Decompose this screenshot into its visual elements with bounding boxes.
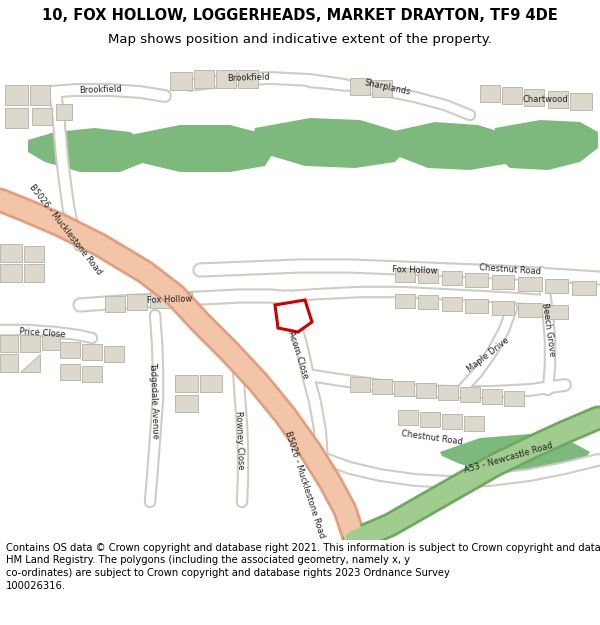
- Text: Maple Drive: Maple Drive: [465, 336, 511, 374]
- Polygon shape: [0, 354, 18, 372]
- Polygon shape: [524, 89, 544, 106]
- Polygon shape: [502, 87, 522, 104]
- Polygon shape: [105, 296, 125, 312]
- Polygon shape: [170, 72, 192, 90]
- Polygon shape: [252, 118, 408, 168]
- Polygon shape: [440, 434, 590, 474]
- Polygon shape: [465, 273, 488, 287]
- Text: Brookfield: Brookfield: [226, 72, 269, 83]
- Polygon shape: [416, 383, 436, 398]
- Polygon shape: [175, 395, 198, 412]
- Polygon shape: [275, 300, 312, 332]
- Polygon shape: [418, 269, 438, 283]
- Polygon shape: [175, 375, 198, 392]
- Polygon shape: [570, 93, 592, 110]
- Polygon shape: [30, 85, 50, 105]
- Text: A53 - Newcastle Road: A53 - Newcastle Road: [463, 441, 553, 475]
- Polygon shape: [442, 414, 462, 429]
- Polygon shape: [0, 244, 22, 262]
- Polygon shape: [395, 294, 415, 308]
- Polygon shape: [480, 85, 500, 102]
- Polygon shape: [518, 303, 542, 317]
- Polygon shape: [104, 346, 124, 362]
- Text: Contains OS data © Crown copyright and database right 2021. This information is : Contains OS data © Crown copyright and d…: [6, 542, 600, 591]
- Polygon shape: [128, 125, 275, 172]
- Text: Chestnut Road: Chestnut Road: [401, 429, 463, 447]
- Text: Acorn Close: Acorn Close: [286, 330, 310, 380]
- Text: Sharplands: Sharplands: [364, 79, 412, 98]
- Polygon shape: [545, 279, 568, 293]
- Polygon shape: [394, 381, 414, 396]
- Text: B5026 - Mucklestone Road: B5026 - Mucklestone Road: [27, 183, 103, 277]
- Polygon shape: [0, 335, 18, 352]
- Text: Beech Grove: Beech Grove: [540, 302, 556, 358]
- Polygon shape: [398, 410, 418, 425]
- Polygon shape: [20, 335, 40, 352]
- Polygon shape: [442, 271, 462, 285]
- Polygon shape: [5, 108, 28, 128]
- Polygon shape: [372, 379, 392, 394]
- Polygon shape: [42, 334, 60, 350]
- Polygon shape: [0, 264, 22, 282]
- Polygon shape: [350, 78, 370, 95]
- Polygon shape: [172, 292, 192, 308]
- Polygon shape: [492, 120, 598, 170]
- Polygon shape: [545, 305, 568, 319]
- Text: Fox Hollow: Fox Hollow: [147, 295, 193, 305]
- Polygon shape: [518, 277, 542, 291]
- Polygon shape: [460, 387, 480, 402]
- Polygon shape: [504, 391, 524, 406]
- Polygon shape: [482, 389, 502, 404]
- Polygon shape: [28, 128, 148, 172]
- Text: Tadgedale Avenue: Tadgedale Avenue: [148, 361, 160, 439]
- Polygon shape: [238, 70, 258, 88]
- Polygon shape: [82, 344, 102, 360]
- Polygon shape: [20, 354, 40, 372]
- Polygon shape: [216, 70, 236, 88]
- Polygon shape: [32, 108, 52, 125]
- Polygon shape: [572, 281, 596, 295]
- Text: Fox Hollow: Fox Hollow: [392, 265, 438, 275]
- Polygon shape: [464, 416, 484, 431]
- Polygon shape: [150, 292, 170, 308]
- Polygon shape: [385, 122, 515, 170]
- Text: Chestnut Road: Chestnut Road: [479, 263, 541, 277]
- Text: Price Close: Price Close: [19, 327, 65, 339]
- Text: 10, FOX HOLLOW, LOGGERHEADS, MARKET DRAYTON, TF9 4DE: 10, FOX HOLLOW, LOGGERHEADS, MARKET DRAY…: [42, 8, 558, 22]
- Polygon shape: [418, 295, 438, 309]
- Polygon shape: [24, 264, 44, 282]
- Polygon shape: [395, 268, 415, 282]
- Polygon shape: [442, 297, 462, 311]
- Polygon shape: [548, 91, 568, 108]
- Polygon shape: [194, 70, 214, 88]
- Polygon shape: [5, 85, 28, 105]
- Text: Brookfield: Brookfield: [79, 85, 122, 95]
- Polygon shape: [372, 80, 392, 97]
- Polygon shape: [200, 375, 222, 392]
- Polygon shape: [350, 377, 370, 392]
- Polygon shape: [492, 301, 514, 315]
- Text: B5026 - Mucklestone Road: B5026 - Mucklestone Road: [283, 430, 326, 540]
- Text: Chartwood: Chartwood: [522, 96, 568, 104]
- Polygon shape: [465, 299, 488, 313]
- Polygon shape: [24, 246, 44, 262]
- Polygon shape: [60, 364, 80, 380]
- Polygon shape: [492, 275, 514, 289]
- Polygon shape: [60, 342, 80, 358]
- Polygon shape: [82, 366, 102, 382]
- Polygon shape: [438, 385, 458, 400]
- Polygon shape: [420, 412, 440, 427]
- Text: Rowney Close: Rowney Close: [235, 411, 245, 469]
- Polygon shape: [56, 104, 72, 120]
- Text: Map shows position and indicative extent of the property.: Map shows position and indicative extent…: [108, 32, 492, 46]
- Polygon shape: [127, 294, 147, 310]
